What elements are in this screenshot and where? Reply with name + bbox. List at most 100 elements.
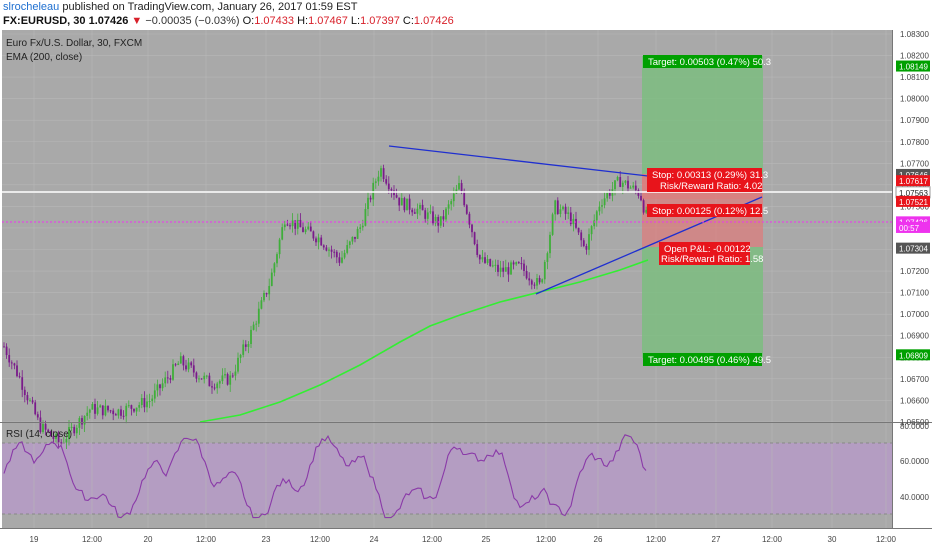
candle-body: [31, 400, 34, 403]
candle-body: [551, 214, 554, 235]
ohlc-close-value: 1.07426: [413, 15, 454, 27]
candle-body: [107, 405, 109, 411]
time-axis-label: 19: [30, 535, 39, 544]
candle-body: [252, 324, 255, 330]
candle-body: [270, 272, 273, 286]
candle-body: [244, 344, 247, 347]
candle-body: [166, 377, 169, 379]
candle-body: [437, 216, 440, 226]
candle-body: [21, 377, 24, 390]
target-top-label[interactable]: Target: 0.00503 (0.47%) 50.3: [643, 55, 771, 68]
candle-body: [179, 356, 182, 364]
ema-indicator-label[interactable]: EMA (200, close): [6, 52, 83, 63]
candle-body: [642, 200, 645, 213]
down-arrow-icon: ▼: [131, 15, 143, 27]
candle-body: [161, 383, 164, 389]
candle-body: [473, 232, 476, 245]
candle-body: [283, 224, 286, 228]
candle-body: [203, 375, 206, 380]
ohlc-open-value: 1.07433: [254, 15, 295, 27]
time-axis-label: 12:00: [196, 535, 217, 544]
svg-text:Target: 0.00495 (0.46%) 49.5: Target: 0.00495 (0.46%) 49.5: [648, 355, 771, 366]
candle-body: [343, 252, 346, 258]
svg-text:Risk/Reward Ratio: 4.02: Risk/Reward Ratio: 4.02: [660, 181, 762, 192]
main-pane-title[interactable]: Euro Fx/U.S. Dollar, 30, FXCM: [6, 38, 143, 49]
last-price: 1.07426: [88, 15, 129, 27]
candle-body: [634, 185, 637, 191]
candle-body: [546, 253, 549, 262]
candle-body: [523, 263, 525, 271]
price-badge-text: 1.06809: [899, 351, 928, 360]
candle-body: [575, 218, 577, 228]
candle-body: [416, 208, 419, 214]
candle-body: [549, 234, 551, 254]
candle-body: [426, 212, 429, 219]
candle-body: [603, 198, 606, 206]
candle-body: [507, 267, 510, 275]
price-tick-label: 1.08100: [900, 73, 929, 82]
candle-body: [559, 209, 562, 214]
price-chart[interactable]: Target: 0.00503 (0.47%) 50.3 Stop: 0.003…: [0, 30, 932, 550]
candle-body: [621, 182, 624, 187]
upper-trendline[interactable]: [388, 145, 649, 177]
candle-body: [593, 220, 596, 227]
candle-body: [104, 405, 107, 416]
candle-body: [205, 375, 208, 377]
svg-text:Risk/Reward Ratio: 1.58: Risk/Reward Ratio: 1.58: [661, 254, 763, 265]
time-axis-label: 12:00: [310, 535, 331, 544]
candle-body: [127, 405, 130, 407]
time-axis-label: 23: [262, 535, 271, 544]
candle-body: [393, 190, 395, 196]
candle-body: [359, 227, 362, 229]
candle-body: [356, 228, 359, 239]
candle-body: [325, 247, 328, 251]
candle-body: [216, 383, 219, 389]
candle-body: [133, 408, 135, 412]
stop-mid-label[interactable]: Stop: 0.00125 (0.12%) 12.5: [647, 204, 768, 217]
candle-body: [525, 270, 528, 279]
price-badge: [896, 60, 930, 72]
chart-area[interactable]: Target: 0.00503 (0.47%) 50.3 Stop: 0.003…: [0, 30, 932, 550]
candle-body: [247, 344, 250, 347]
candle-body: [255, 323, 258, 325]
price-tick-label: 1.08200: [900, 52, 929, 61]
candle-body: [333, 251, 336, 253]
candle-body: [533, 284, 536, 286]
candle-body: [47, 429, 50, 432]
target-bottom-label[interactable]: Target: 0.00495 (0.46%) 49.5: [643, 353, 771, 366]
candle-body: [198, 378, 200, 380]
candle-body: [395, 195, 398, 198]
candle-body: [29, 400, 31, 402]
ohlc-high-label: H:: [297, 15, 309, 27]
candle-body: [117, 409, 120, 416]
candle-body: [497, 264, 499, 272]
rsi-pane-title[interactable]: RSI (14, close): [6, 429, 73, 440]
candle-body: [151, 398, 154, 402]
author-link[interactable]: slrocheleau: [3, 1, 60, 13]
candle-body: [75, 427, 78, 434]
candle-body: [538, 278, 541, 283]
ohlc-high-value: 1.07467: [308, 15, 348, 27]
candle-body: [616, 176, 619, 181]
candle-body: [478, 254, 481, 260]
candle-body: [250, 329, 252, 345]
candle-body: [536, 278, 538, 286]
candle-body: [185, 365, 187, 370]
candle-body: [341, 257, 343, 263]
candle-body: [590, 226, 593, 235]
stop-top-label[interactable]: Stop: 0.00313 (0.29%) 31.3 Risk/Reward R…: [647, 168, 768, 192]
candle-body: [307, 226, 310, 230]
candle-body: [281, 227, 284, 240]
price-tick-label: 1.06900: [900, 332, 929, 341]
time-axis-label: 27: [712, 535, 721, 544]
price-tick-label: 1.07700: [900, 159, 929, 168]
candle-body: [296, 219, 299, 229]
candle-body: [156, 384, 159, 391]
price-badge-text: 1.07521: [899, 198, 928, 207]
candle-body: [23, 389, 26, 396]
candle-body: [234, 371, 237, 376]
candle-body: [434, 216, 437, 224]
candle-body: [130, 405, 133, 409]
candle-body: [39, 417, 42, 432]
open-pl-label[interactable]: Open P&L: -0.00122 Risk/Reward Ratio: 1.…: [659, 242, 763, 265]
